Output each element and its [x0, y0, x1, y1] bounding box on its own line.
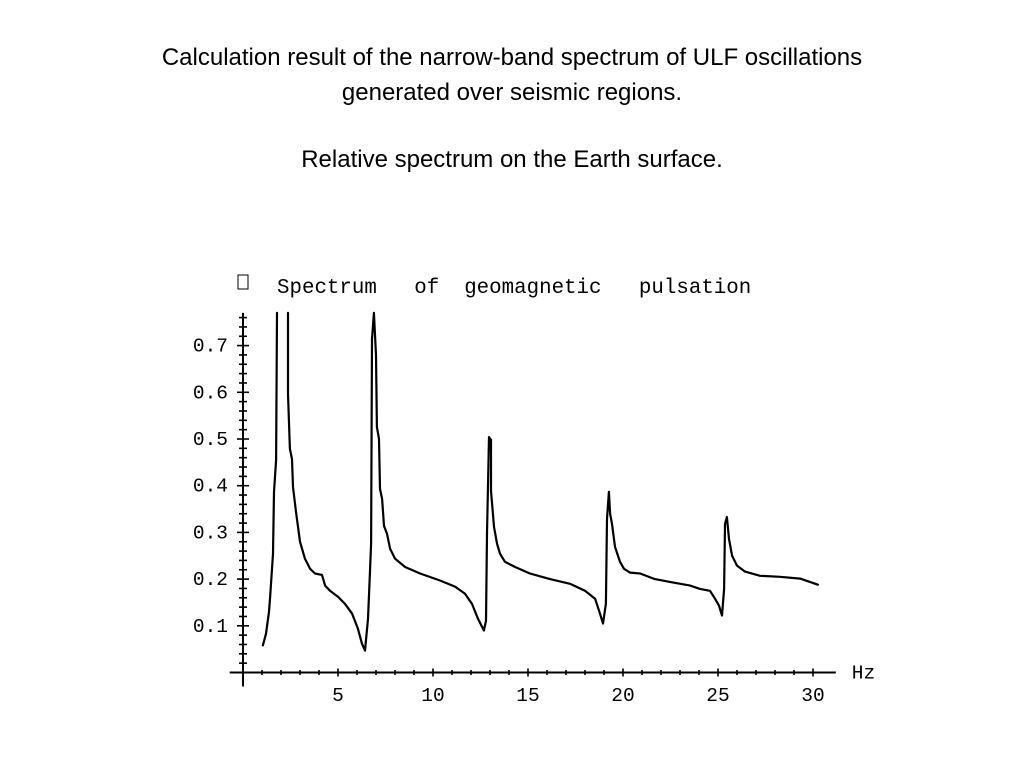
- x-tick-label: 25: [706, 685, 729, 707]
- x-tick-label: 30: [801, 685, 824, 707]
- y-tick-label: 0.2: [193, 569, 228, 591]
- slide-title-line-1: Calculation result of the narrow-band sp…: [161, 44, 863, 71]
- chart-title: Spectrum of geomagnetic pulsation: [277, 277, 751, 300]
- y-tick-label: 0.3: [193, 522, 228, 544]
- y-tick-label: 0.7: [193, 336, 228, 358]
- x-tick-label: 5: [332, 685, 344, 707]
- missing-glyph-icon: [237, 274, 249, 290]
- y-tick-label: 0.5: [193, 429, 228, 451]
- spectrum-line: [261, 311, 819, 652]
- slide-subtitle: Relative spectrum on the Earth surface.: [301, 146, 723, 173]
- x-tick-label: 20: [611, 685, 634, 707]
- x-tick-label: 10: [421, 685, 444, 707]
- slide-title-line-2: generated over seismic regions.: [341, 79, 683, 106]
- y-tick-label: 0.6: [193, 382, 228, 404]
- y-tick-label: 0.1: [193, 616, 228, 638]
- y-tick-label: 0.4: [193, 476, 228, 498]
- x-tick-label: 15: [516, 685, 539, 707]
- x-axis-label: Hz: [852, 663, 875, 685]
